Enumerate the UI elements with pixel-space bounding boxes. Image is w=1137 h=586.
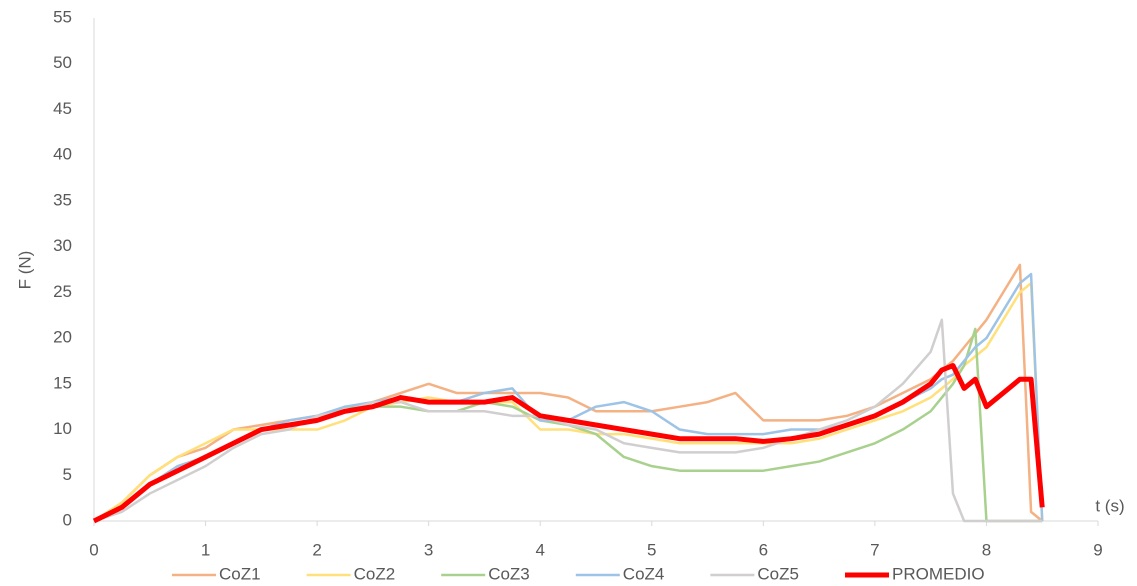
y-tick-label: 25 xyxy=(53,282,72,301)
y-tick-label: 50 xyxy=(53,53,72,72)
y-tick-label: 35 xyxy=(53,190,72,209)
x-tick-label: 3 xyxy=(424,540,433,559)
y-tick-label: 45 xyxy=(53,99,72,118)
legend-label: CoZ2 xyxy=(354,564,396,583)
x-tick-label: 6 xyxy=(759,540,768,559)
series-line xyxy=(93,318,1043,523)
series-line xyxy=(93,263,1044,523)
series-line xyxy=(93,272,1044,523)
x-tick-label: 0 xyxy=(89,540,98,559)
y-tick-label: 0 xyxy=(63,510,72,529)
x-tick-label: 9 xyxy=(1093,540,1102,559)
x-tick-label: 7 xyxy=(870,540,879,559)
x-tick-label: 5 xyxy=(647,540,656,559)
y-tick-label: 30 xyxy=(53,236,72,255)
legend-label: CoZ5 xyxy=(757,564,799,583)
y-tick-label: 10 xyxy=(53,419,72,438)
y-tick-label: 15 xyxy=(53,373,72,392)
y-tick-label: 40 xyxy=(53,145,72,164)
x-tick-label: 2 xyxy=(312,540,321,559)
x-tick-label: 1 xyxy=(201,540,210,559)
legend-label: PROMEDIO xyxy=(892,564,985,583)
x-axis-label: t (s) xyxy=(1095,496,1124,515)
legend-label: CoZ4 xyxy=(623,564,665,583)
x-tick-label: 8 xyxy=(982,540,991,559)
y-tick-label: 5 xyxy=(63,465,72,484)
legend-label: CoZ3 xyxy=(488,564,530,583)
series-line xyxy=(93,281,1044,523)
x-tick-label: 4 xyxy=(535,540,544,559)
y-axis-label: F (N) xyxy=(15,251,34,290)
y-tick-label: 20 xyxy=(53,328,72,347)
y-tick-label: 55 xyxy=(53,7,72,26)
series-line xyxy=(92,363,1045,524)
legend-label: CoZ1 xyxy=(219,564,261,583)
